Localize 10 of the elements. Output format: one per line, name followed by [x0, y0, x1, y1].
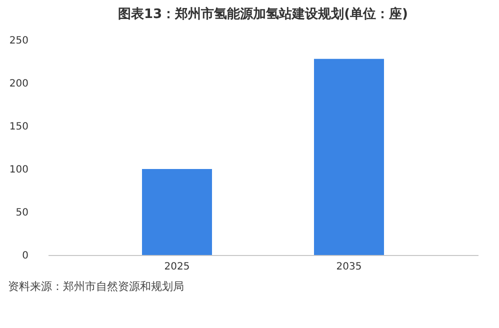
y-tick-label: 50 — [16, 208, 28, 218]
y-tick-label: 150 — [9, 122, 28, 132]
y-tick-label: 0 — [22, 250, 28, 262]
x-tick-label: 2035 — [336, 262, 362, 272]
chart-title: 图表13：郑州市氢能源加氢站建设规划(单位：座) — [118, 6, 408, 22]
x-tick-label: 2025 — [164, 262, 190, 272]
y-tick-label: 100 — [9, 164, 28, 176]
text: 资料来源：郑州市自然资源和规划局 — [8, 280, 184, 293]
y-tick-label: 200 — [9, 78, 28, 90]
y-tick-label: 250 — [9, 36, 28, 46]
